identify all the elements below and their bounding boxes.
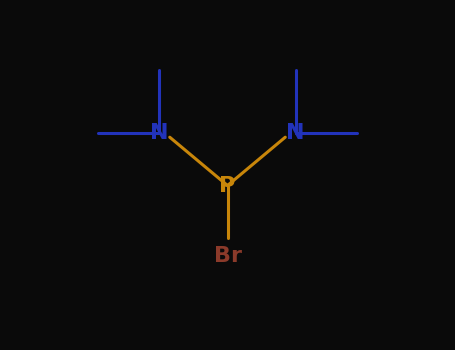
Text: P: P xyxy=(219,175,236,196)
Text: N: N xyxy=(287,123,305,143)
Text: Br: Br xyxy=(213,245,242,266)
Text: N: N xyxy=(150,123,168,143)
